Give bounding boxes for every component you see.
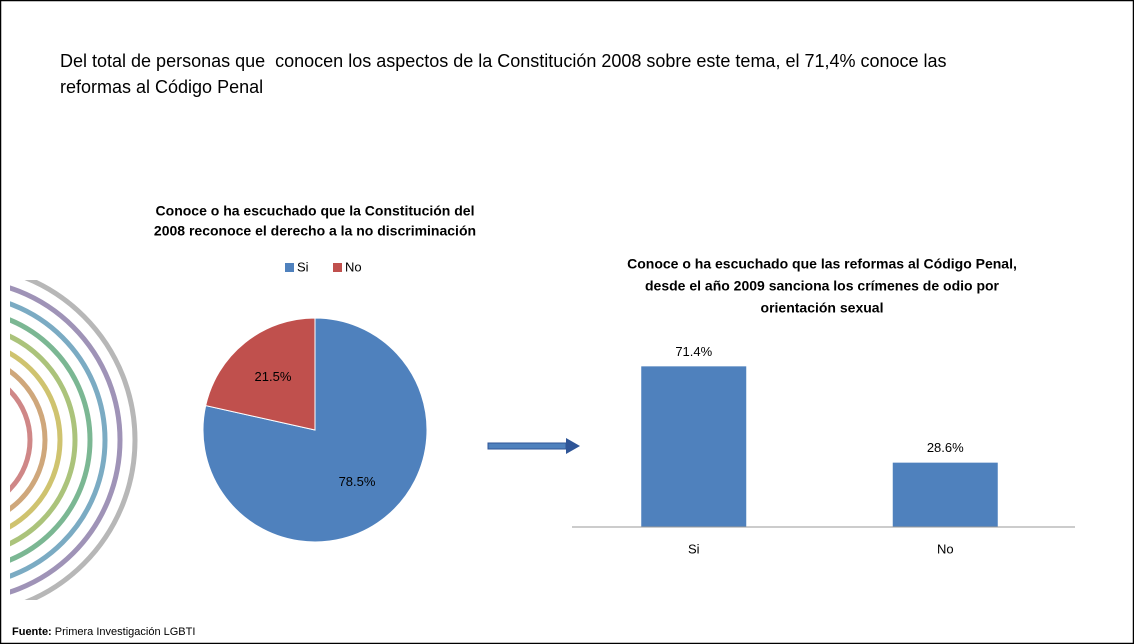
bar [892, 462, 998, 527]
arrow [487, 438, 580, 454]
data-label: 71.4% [675, 344, 712, 359]
data-label: 21.5% [255, 369, 292, 384]
chart-title: Conoce o ha escuchado que las reformas a… [627, 256, 1017, 272]
fingerprint-decoration [10, 280, 138, 600]
source-text: Primera Investigación LGBTI [55, 626, 196, 638]
chart-title: Conoce o ha escuchado que la Constitució… [156, 203, 475, 219]
heading-line: reformas al Código Penal [60, 77, 263, 97]
heading-line: Del total de personas que conocen los as… [60, 51, 947, 71]
data-label: 78.5% [339, 474, 376, 489]
source-label: Fuente: [12, 626, 52, 638]
data-label: 28.6% [927, 440, 964, 455]
source: Fuente: Primera Investigación LGBTI [12, 626, 195, 638]
x-tick-label: Si [688, 541, 700, 556]
legend-swatch [285, 263, 294, 272]
legend-label: No [345, 259, 362, 274]
chart-title: desde el año 2009 sanciona los crímenes … [645, 278, 1000, 294]
legend-label: Si [297, 259, 309, 274]
pie-slice [205, 317, 316, 431]
chart-title: orientación sexual [761, 300, 884, 316]
x-tick-label: No [937, 541, 954, 556]
chart-title: 2008 reconoce el derecho a la no discrim… [154, 223, 476, 239]
bar [641, 366, 747, 527]
legend-swatch [333, 263, 342, 272]
